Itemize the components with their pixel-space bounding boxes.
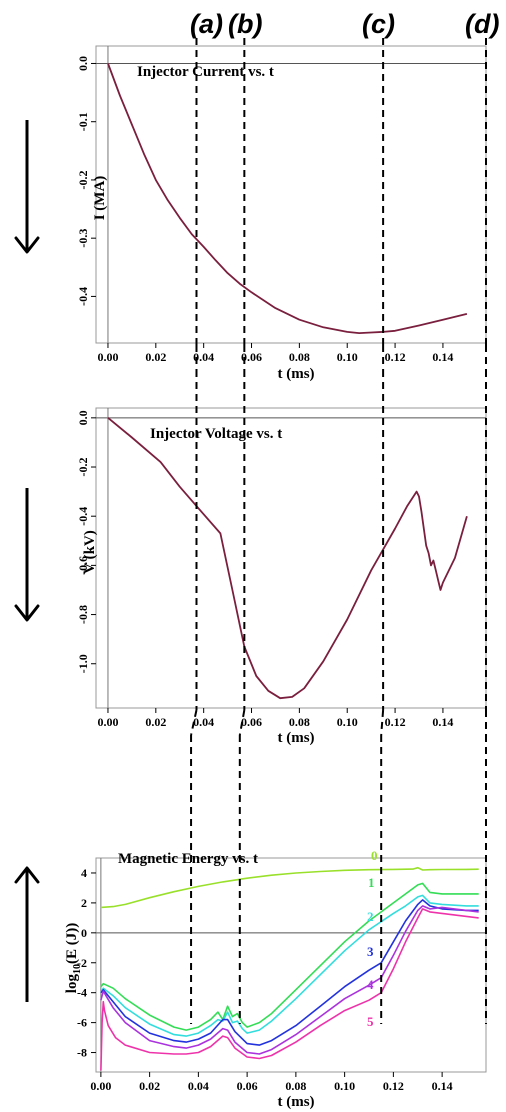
current-series-line-0 xyxy=(107,63,468,335)
current-x-tick-label: 0.14 xyxy=(432,350,453,364)
voltage-panel: 0.00 0.02 0.04 0.06 0.08 0.10 0.12 0.14 0.0 -0.2… xyxy=(76,407,487,746)
energy-reference-lines xyxy=(96,858,486,1072)
marker-label-a: (a) xyxy=(190,9,223,39)
voltage-y-tick-label: -0.2 xyxy=(76,458,90,477)
marker-label-d: (d) xyxy=(465,9,499,39)
energy-series-line-2 xyxy=(100,894,479,1037)
voltage-y-tick-label: -0.8 xyxy=(76,605,90,624)
energy-series-label-2: 2 xyxy=(367,909,374,924)
energy-y-tick-label: -6 xyxy=(77,1016,87,1030)
current-chart-title: Injector Current vs. t xyxy=(137,64,274,80)
energy-y-ticks: 4 2 0 -2 -4 -6 -8 xyxy=(77,866,96,1060)
voltage-y-tick-label: -0.6 xyxy=(76,556,90,575)
energy-x-tick-label: 0.14 xyxy=(432,1079,453,1093)
time-marker-connector-1 xyxy=(238,709,246,736)
energy-x-axis-label: t (ms) xyxy=(277,1094,314,1110)
current-x-tick-label: 0.08 xyxy=(289,350,310,364)
trend-arrow-up-head xyxy=(14,866,40,884)
energy-series-line-0 xyxy=(100,866,479,909)
time-marker-labels: (a) (b) (c) (d) xyxy=(190,9,499,39)
time-marker-connector-0 xyxy=(190,709,198,736)
voltage-x-tick-label: 0.10 xyxy=(337,715,358,729)
energy-series-label-1: 1 xyxy=(368,875,375,890)
marker-label-b: (b) xyxy=(228,9,262,39)
energy-series-line-3 xyxy=(100,899,479,1046)
trend-arrow-down-head xyxy=(14,236,40,254)
voltage-y-axis-label: V (kV) xyxy=(82,530,98,573)
energy-x-ticks: 0.00 0.02 0.04 0.06 0.08 0.10 0.12 0.14 xyxy=(90,1072,453,1093)
energy-series-labels: 0 1 2 3 4 5 xyxy=(367,848,378,1029)
energy-chart-title: Magnetic Energy vs. t xyxy=(118,851,258,867)
energy-x-tick-label: 0.00 xyxy=(90,1079,111,1093)
energy-y-tick-label: 2 xyxy=(81,896,87,910)
voltage-x-tick-label: 0.14 xyxy=(432,715,453,729)
energy-series-label-0: 0 xyxy=(371,848,378,863)
voltage-series-line-0 xyxy=(107,417,468,700)
voltage-y-tick-label: -0.4 xyxy=(76,507,90,526)
time-marker-connector-2 xyxy=(380,709,385,736)
energy-x-tick-label: 0.10 xyxy=(334,1079,355,1093)
voltage-y-tick-label: 0.0 xyxy=(76,410,90,425)
current-y-axis-label: I (MA) xyxy=(92,176,108,221)
current-x-tick-label: 0.12 xyxy=(385,350,406,364)
current-series xyxy=(107,63,468,335)
voltage-x-tick-label: 0.12 xyxy=(385,715,406,729)
energy-y-tick-label: -4 xyxy=(77,986,87,1000)
marker-label-c: (c) xyxy=(362,9,395,39)
energy-x-tick-label: 0.06 xyxy=(237,1079,258,1093)
current-y-tick-label: 0.0 xyxy=(76,56,90,71)
energy-series-line-5 xyxy=(100,908,479,1071)
voltage-y-tick-label: -1.0 xyxy=(76,654,90,673)
energy-x-tick-label: 0.04 xyxy=(188,1079,209,1093)
energy-y-tick-label: -2 xyxy=(77,956,87,970)
energy-y-tick-label: 0 xyxy=(81,926,87,940)
voltage-x-tick-label: 0.06 xyxy=(241,715,262,729)
energy-x-tick-label: 0.12 xyxy=(383,1079,404,1093)
current-x-tick-label: 0.00 xyxy=(97,350,118,364)
current-x-axis-label: t (ms) xyxy=(277,366,314,382)
current-panel: 0.00 0.02 0.04 0.06 0.08 0.10 0.12 0.14 0.0 -0.1… xyxy=(76,45,487,382)
energy-x-tick-label: 0.08 xyxy=(285,1079,306,1093)
voltage-chart-title: Injector Voltage vs. t xyxy=(150,426,282,442)
current-x-tick-label: 0.04 xyxy=(193,350,214,364)
current-x-tick-label: 0.06 xyxy=(241,350,262,364)
current-reference-lines xyxy=(96,46,486,343)
trend-arrows xyxy=(14,120,40,1002)
current-x-tick-label: 0.02 xyxy=(145,350,166,364)
current-y-tick-label: -0.3 xyxy=(76,229,90,248)
trend-arrow-down-head xyxy=(14,604,40,622)
voltage-x-tick-label: 0.08 xyxy=(289,715,310,729)
current-y-tick-label: -0.1 xyxy=(76,112,90,131)
energy-y-tick-label: 4 xyxy=(81,866,87,880)
voltage-x-tick-label: 0.04 xyxy=(193,715,214,729)
time-marker-lines xyxy=(190,38,487,1024)
voltage-x-ticks: 0.00 0.02 0.04 0.06 0.08 0.10 0.12 0.14 xyxy=(97,708,453,729)
energy-series-line-4 xyxy=(100,905,479,1055)
current-y-ticks: 0.0 -0.1 -0.2 -0.3 -0.4 xyxy=(76,56,96,306)
current-x-tick-label: 0.10 xyxy=(337,350,358,364)
voltage-reference-lines xyxy=(96,408,486,708)
energy-y-tick-label: -8 xyxy=(77,1046,87,1060)
voltage-x-tick-label: 0.00 xyxy=(97,715,118,729)
energy-series xyxy=(100,866,479,1071)
voltage-plot-frame xyxy=(95,407,487,709)
energy-series-line-1 xyxy=(100,882,479,1031)
voltage-y-ticks: 0.0 -0.2 -0.4 -0.6 -0.8 -1.0 xyxy=(76,410,96,673)
energy-x-tick-label: 0.02 xyxy=(139,1079,160,1093)
voltage-series xyxy=(107,417,468,700)
voltage-x-axis-label: t (ms) xyxy=(277,730,314,746)
current-x-ticks: 0.00 0.02 0.04 0.06 0.08 0.10 0.12 0.14 xyxy=(97,343,453,364)
energy-series-label-4: 4 xyxy=(367,977,374,992)
current-y-tick-label: -0.2 xyxy=(76,170,90,189)
voltage-x-tick-label: 0.02 xyxy=(145,715,166,729)
energy-y-axis-label: log10(E (J)) xyxy=(64,923,83,993)
energy-series-label-3: 3 xyxy=(367,944,374,959)
current-y-tick-label: -0.4 xyxy=(76,287,90,306)
energy-series-label-5: 5 xyxy=(367,1014,374,1029)
